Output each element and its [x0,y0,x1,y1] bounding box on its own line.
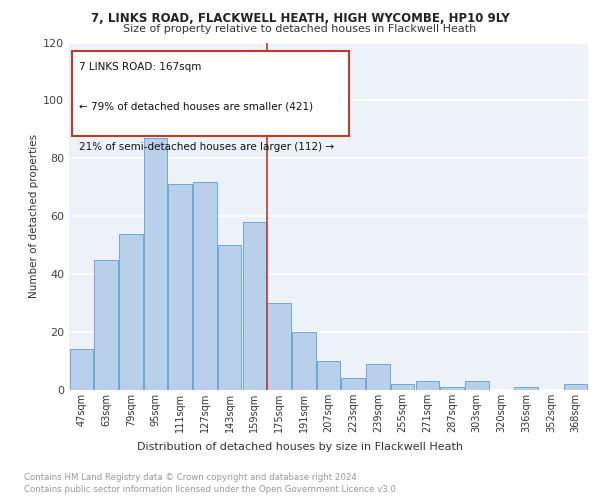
Bar [514,387,538,390]
Bar [292,332,316,390]
Text: 7, LINKS ROAD, FLACKWELL HEATH, HIGH WYCOMBE, HP10 9LY: 7, LINKS ROAD, FLACKWELL HEATH, HIGH WYC… [91,12,509,26]
Bar [218,245,241,390]
Bar [440,387,464,390]
Bar [169,184,192,390]
Bar [119,234,143,390]
Text: ← 79% of detached houses are smaller (421): ← 79% of detached houses are smaller (42… [79,102,314,112]
Bar [564,384,587,390]
Bar [268,303,291,390]
Bar [317,361,340,390]
Text: 7 LINKS ROAD: 167sqm: 7 LINKS ROAD: 167sqm [79,62,202,72]
Bar [144,138,167,390]
Bar [391,384,415,390]
Bar [242,222,266,390]
Text: Contains public sector information licensed under the Open Government Licence v3: Contains public sector information licen… [24,485,398,494]
Y-axis label: Number of detached properties: Number of detached properties [29,134,39,298]
FancyBboxPatch shape [71,51,349,136]
Text: Size of property relative to detached houses in Flackwell Heath: Size of property relative to detached ho… [124,24,476,34]
Text: Distribution of detached houses by size in Flackwell Heath: Distribution of detached houses by size … [137,442,463,452]
Bar [341,378,365,390]
Bar [465,382,488,390]
Bar [70,350,93,390]
Bar [366,364,389,390]
Text: Contains HM Land Registry data © Crown copyright and database right 2024.: Contains HM Land Registry data © Crown c… [24,472,359,482]
Bar [193,182,217,390]
Bar [416,382,439,390]
Text: 21% of semi-detached houses are larger (112) →: 21% of semi-detached houses are larger (… [79,142,335,152]
Bar [94,260,118,390]
